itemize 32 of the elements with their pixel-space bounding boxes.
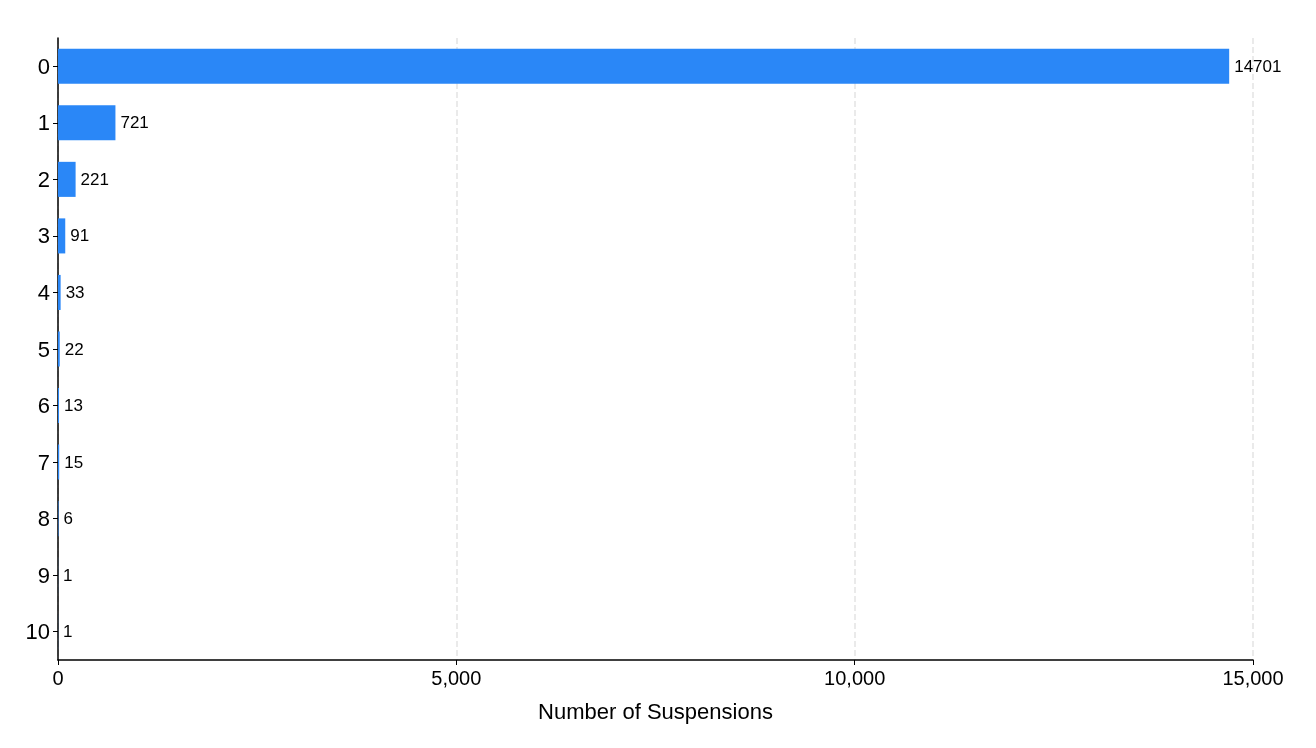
y-tick-label: 3 [37,223,50,249]
x-tick-label: 5,000 [431,667,482,689]
data-label: 13 [64,396,83,416]
data-label: 1 [63,565,73,585]
data-label: 721 [120,113,149,133]
data-label: 14701 [1234,56,1282,76]
bar [58,218,66,254]
data-label: 91 [70,226,90,246]
x-tick-label: 15,000 [1222,667,1284,689]
y-tick-label: 5 [37,336,50,362]
y-tick-label: 8 [37,506,50,532]
data-label: 33 [65,282,85,302]
y-tick-label: 2 [37,166,50,192]
y-tick-label: 0 [37,53,50,79]
data-label: 6 [63,509,73,529]
data-label: 1 [63,622,73,642]
y-tick-label: 6 [37,393,50,419]
bar [58,274,61,310]
bar [58,48,1230,84]
y-tick-label: 1 [37,110,50,136]
data-label: 221 [80,169,109,189]
data-label: 22 [64,339,84,359]
y-tick-label: 9 [37,562,50,588]
x-tick-label: 0 [52,667,64,689]
data-label: 15 [64,452,84,472]
x-axis-title: Number of Suspensions [538,698,773,724]
y-tick-label: 10 [25,619,50,645]
x-tick-label: 10,000 [824,667,886,689]
bar [58,105,116,141]
y-tick-label: 4 [37,279,50,305]
bar [58,161,76,197]
y-tick-label: 7 [37,449,50,475]
